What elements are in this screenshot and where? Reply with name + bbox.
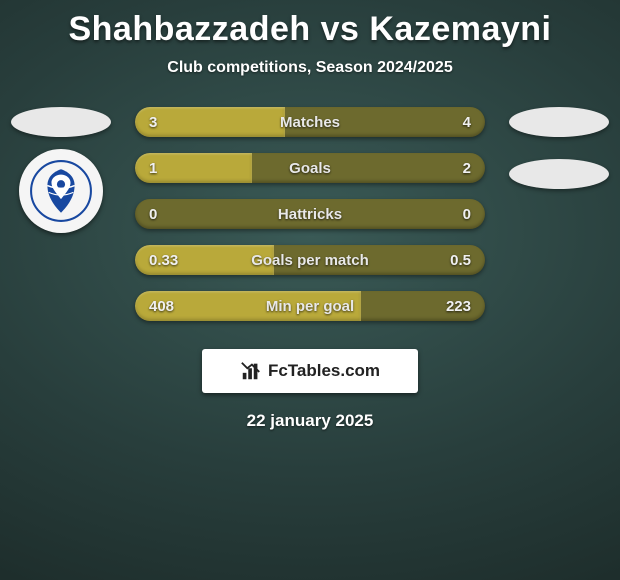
club-crest-icon	[27, 157, 95, 225]
stat-right-value: 0	[463, 199, 471, 229]
stat-label: Hattricks	[135, 199, 485, 229]
page-title: Shahbazzadeh vs Kazemayni	[0, 0, 620, 49]
stat-left-value: 3	[149, 107, 157, 137]
stat-right-value: 223	[446, 291, 471, 321]
left-flag-oval	[11, 107, 111, 137]
stat-right-value: 0.5	[450, 245, 471, 275]
stat-bar: 12Goals	[135, 153, 485, 183]
page-subtitle: Club competitions, Season 2024/2025	[0, 59, 620, 77]
stat-left-value: 1	[149, 153, 157, 183]
stat-bar-fill	[135, 107, 285, 137]
left-player-column	[6, 107, 116, 233]
stat-left-value: 0	[149, 199, 157, 229]
date-text: 22 january 2025	[0, 411, 620, 431]
stat-bar: 0 0Hattricks	[135, 199, 485, 229]
stat-bar: 408223Min per goal	[135, 291, 485, 321]
right-flag-oval	[509, 107, 609, 137]
left-club-crest	[19, 149, 103, 233]
branding-box[interactable]: FcTables.com	[202, 349, 418, 393]
right-club-oval	[509, 159, 609, 189]
stat-left-value: 408	[149, 291, 174, 321]
right-player-column	[504, 107, 614, 189]
stat-left-value: 0.33	[149, 245, 178, 275]
stat-right-value: 4	[463, 107, 471, 137]
branding-text: FcTables.com	[268, 361, 380, 381]
bar-chart-icon	[240, 360, 262, 382]
stat-right-value: 2	[463, 153, 471, 183]
comparison-content: 34Matches12Goals00Hattricks0.330.5Goals …	[0, 107, 620, 321]
stat-bars: 34Matches12Goals00Hattricks0.330.5Goals …	[135, 107, 485, 321]
stat-bar: 0.330.5Goals per match	[135, 245, 485, 275]
stat-bar: 34Matches	[135, 107, 485, 137]
